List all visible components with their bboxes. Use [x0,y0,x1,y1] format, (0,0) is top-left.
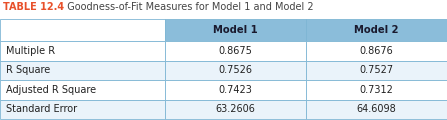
Text: 0.7526: 0.7526 [219,65,253,75]
Text: TABLE 12.4: TABLE 12.4 [3,2,64,12]
Text: 0.7527: 0.7527 [359,65,393,75]
Bar [0,19,165,41]
Text: Multiple R: Multiple R [6,46,55,56]
Bar [0,60,165,80]
Text: 0.7312: 0.7312 [359,85,393,95]
Bar [0,41,165,60]
Bar [306,19,447,41]
Bar [165,60,306,80]
Bar [165,19,306,41]
Bar [0,80,165,99]
Text: Model 1: Model 1 [213,25,258,35]
Text: Adjusted R Square: Adjusted R Square [6,85,96,95]
Bar [306,99,447,119]
Bar [165,99,306,119]
Bar [306,41,447,60]
Text: Standard Error: Standard Error [6,104,77,114]
Text: 64.6098: 64.6098 [357,104,396,114]
Bar [0,99,165,119]
Bar [165,80,306,99]
Bar [306,80,447,99]
Text: Goodness-of-Fit Measures for Model 1 and Model 2: Goodness-of-Fit Measures for Model 1 and… [61,2,314,12]
Text: 0.7423: 0.7423 [219,85,253,95]
Text: R Square: R Square [6,65,50,75]
Text: Model 2: Model 2 [354,25,399,35]
Text: 63.2606: 63.2606 [215,104,255,114]
Bar [306,60,447,80]
Bar [165,41,306,60]
Text: 0.8676: 0.8676 [360,46,393,56]
Text: 0.8675: 0.8675 [219,46,253,56]
